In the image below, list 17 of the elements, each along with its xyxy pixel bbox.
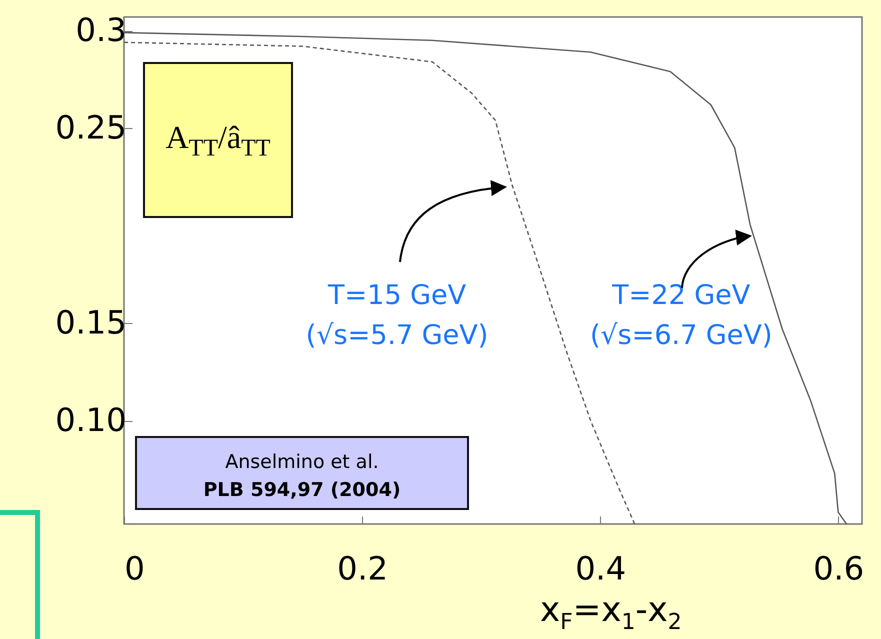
y-tick-label: 0.25 bbox=[55, 108, 126, 147]
x-tick-label: 0.6 bbox=[813, 550, 864, 588]
x-tick-label: 0.4 bbox=[575, 550, 626, 588]
series-label: T=15 GeV (√s=5.7 GeV) bbox=[306, 280, 488, 351]
x-axis-title: x$_{F}$=x$_{1}$-x$_{2}$ bbox=[540, 590, 682, 635]
x-tick-label: 0 bbox=[124, 550, 145, 588]
y-tick-label: 0.10 bbox=[55, 401, 126, 440]
citation-box: Anselmino et al. PLB 594,97 (2004) bbox=[135, 436, 469, 510]
y-axis-title: A$_{TT}$/â$_{TT}$ bbox=[164, 118, 272, 164]
y-tick-label: 0.15 bbox=[55, 304, 126, 342]
annotation: PLB 594,97 (2004) bbox=[202, 478, 402, 503]
x-tick-label: 0.2 bbox=[337, 550, 388, 588]
annotation: Anselmino et al. bbox=[224, 450, 380, 475]
y-tick-label: 0.3 bbox=[76, 11, 126, 50]
series-label: T=22 GeV (√s=6.7 GeV) bbox=[590, 280, 772, 351]
line-series bbox=[123, 32, 848, 525]
label-box: A$_{TT}$/â$_{TT}$ bbox=[143, 62, 293, 218]
